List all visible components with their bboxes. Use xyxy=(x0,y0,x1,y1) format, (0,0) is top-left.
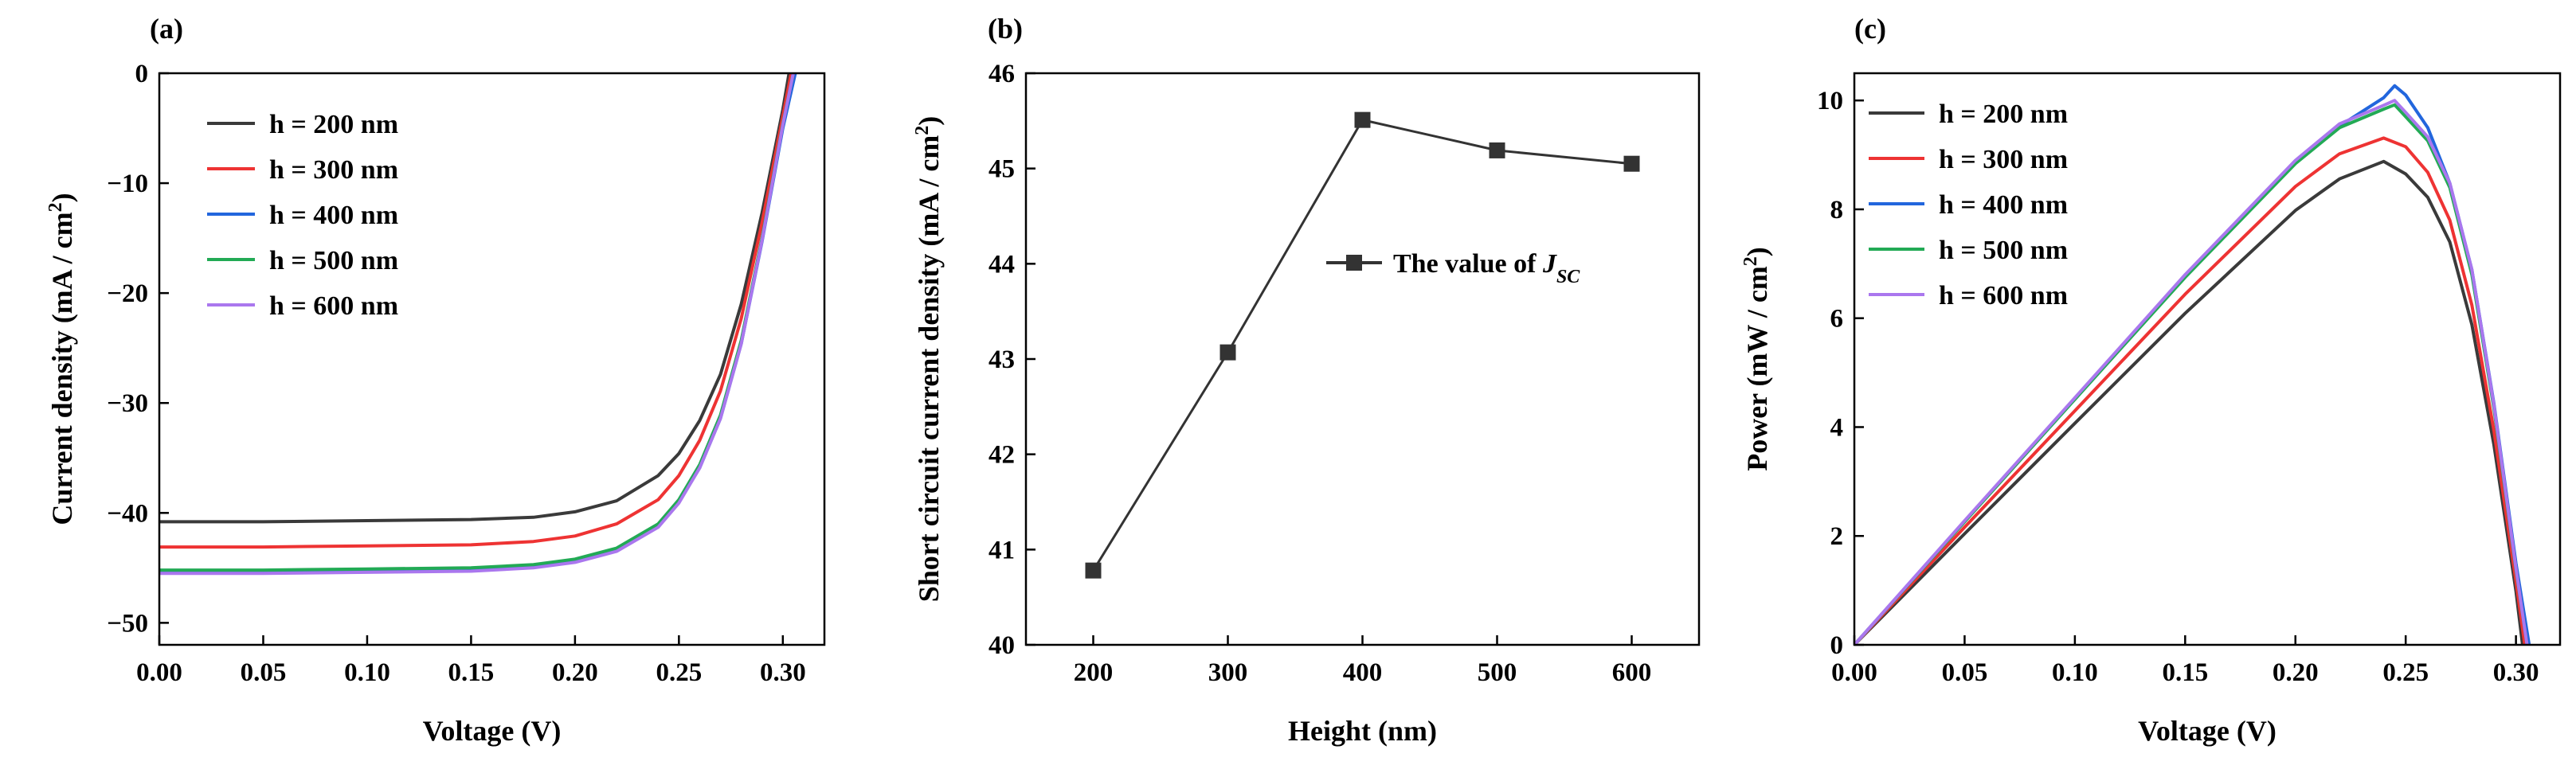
y-tick-label: −50 xyxy=(107,609,148,638)
legend-label: h = 500 nm xyxy=(269,246,398,275)
y-tick-label: 46 xyxy=(989,60,1015,88)
panel-b-jsc-chart: (b) Height (nm) Short circuit current de… xyxy=(912,13,1701,747)
panel-b-y-axis-title: Short circuit current density (mA / cm2) xyxy=(912,116,945,603)
x-tick-label: 300 xyxy=(1208,658,1248,687)
y-tick-label: 40 xyxy=(989,631,1015,660)
panel-a-plot-frame xyxy=(158,72,826,646)
y-tick-label: −30 xyxy=(107,389,148,418)
legend-label: h = 600 nm xyxy=(269,291,398,321)
legend-label: h = 500 nm xyxy=(1939,236,2068,265)
series-line xyxy=(1092,119,1632,572)
data-point-marker xyxy=(1354,111,1371,128)
y-tick-label: 8 xyxy=(1830,196,1844,224)
data-point-marker xyxy=(1489,142,1505,158)
data-point-marker xyxy=(1085,562,1102,579)
x-tick-label: 400 xyxy=(1343,658,1383,687)
panel-b-x-axis-title: Height (nm) xyxy=(1288,715,1437,747)
x-tick-label: 0.05 xyxy=(1942,658,1988,687)
x-tick-label: 0.30 xyxy=(760,658,806,687)
panel-b-label: (b) xyxy=(988,13,1023,45)
x-tick-label: 0.05 xyxy=(241,658,287,687)
panel-a-jv-chart: (a) Voltage (V) Current density (mA / cm… xyxy=(45,13,826,747)
y-tick-label: 6 xyxy=(1830,305,1844,334)
x-tick-label: 0.30 xyxy=(2493,658,2539,687)
x-tick-label: 0.15 xyxy=(448,658,495,687)
x-tick-label: 500 xyxy=(1478,658,1517,687)
y-tick-label: 0 xyxy=(135,60,149,88)
legend-label: h = 400 nm xyxy=(269,201,398,230)
x-tick-label: 0.15 xyxy=(2162,658,2208,687)
panel-b-plot-frame xyxy=(1024,72,1701,646)
series-line xyxy=(159,72,795,576)
panel-a-y-axis-title: Current density (mA / cm2) xyxy=(45,193,78,525)
y-tick-label: 10 xyxy=(1817,87,1843,115)
y-tick-label: 45 xyxy=(989,155,1015,184)
y-tick-label: 4 xyxy=(1830,413,1844,442)
panel-c-x-axis-title: Voltage (V) xyxy=(2138,715,2277,747)
x-tick-label: 0.25 xyxy=(656,658,702,687)
x-tick-label: 0.25 xyxy=(2382,658,2429,687)
legend-label: h = 200 nm xyxy=(1939,100,2068,129)
x-tick-label: 0.00 xyxy=(1831,658,1877,687)
legend-label: h = 400 nm xyxy=(1939,190,2068,220)
panel-c-plot-frame xyxy=(1853,72,2562,646)
y-tick-label: 2 xyxy=(1830,522,1844,551)
y-tick-label: 43 xyxy=(989,346,1015,374)
series-line xyxy=(159,72,791,524)
data-point-marker xyxy=(1623,155,1640,172)
series-line xyxy=(1853,159,2524,646)
y-tick-label: −40 xyxy=(107,499,148,528)
series-line xyxy=(159,72,793,549)
x-tick-label: 0.20 xyxy=(2273,658,2319,687)
x-tick-label: 0.00 xyxy=(136,658,182,687)
series-line xyxy=(159,72,795,572)
legend-label: h = 300 nm xyxy=(269,155,398,185)
series-line xyxy=(1853,103,2529,646)
panel-c-power-chart: (c) Voltage (V) Power (mW / cm2) 0.00 0.0… xyxy=(1740,13,2562,747)
panel-a-label: (a) xyxy=(150,13,183,45)
panel-c-y-axis-title: Power (mW / cm2) xyxy=(1740,247,1773,471)
legend-marker xyxy=(1346,255,1362,271)
y-tick-label: 42 xyxy=(989,441,1015,470)
y-tick-label: −10 xyxy=(107,170,148,198)
panel-c-label: (c) xyxy=(1854,13,1886,45)
y-tick-label: 41 xyxy=(989,536,1015,564)
y-tick-label: −20 xyxy=(107,279,148,308)
x-tick-label: 0.10 xyxy=(2052,658,2098,687)
series-line xyxy=(159,72,797,573)
x-tick-label: 200 xyxy=(1074,658,1114,687)
x-tick-label: 0.10 xyxy=(344,658,390,687)
legend-label: The value of JSC xyxy=(1393,249,1580,287)
y-tick-label: 0 xyxy=(1830,631,1844,660)
data-point-marker xyxy=(1219,344,1236,361)
x-tick-label: 0.20 xyxy=(552,658,598,687)
legend-label: h = 600 nm xyxy=(1939,281,2068,310)
y-tick-label: 44 xyxy=(989,250,1015,279)
legend-label: h = 300 nm xyxy=(1939,145,2068,174)
series-line xyxy=(1853,136,2527,646)
series-line xyxy=(1853,99,2529,646)
panel-a-x-axis-title: Voltage (V) xyxy=(423,715,562,747)
x-tick-label: 600 xyxy=(1612,658,1652,687)
legend-label: h = 200 nm xyxy=(269,110,398,139)
